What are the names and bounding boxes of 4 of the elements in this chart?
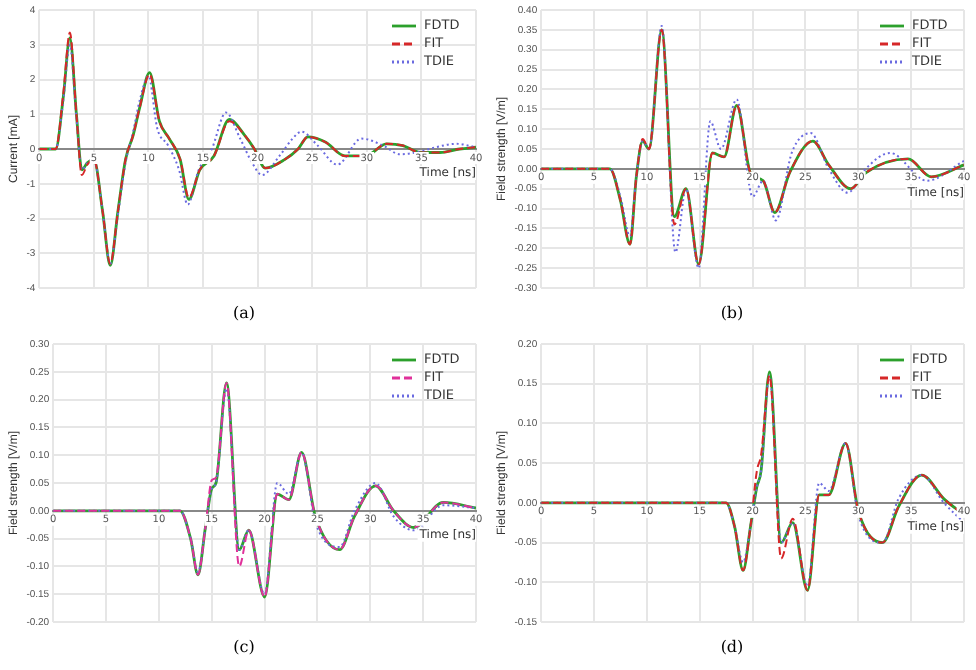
text: (d) [718, 636, 746, 660]
text: (a) [230, 302, 257, 326]
text: (c) [231, 636, 257, 660]
text: (b) [718, 302, 746, 326]
